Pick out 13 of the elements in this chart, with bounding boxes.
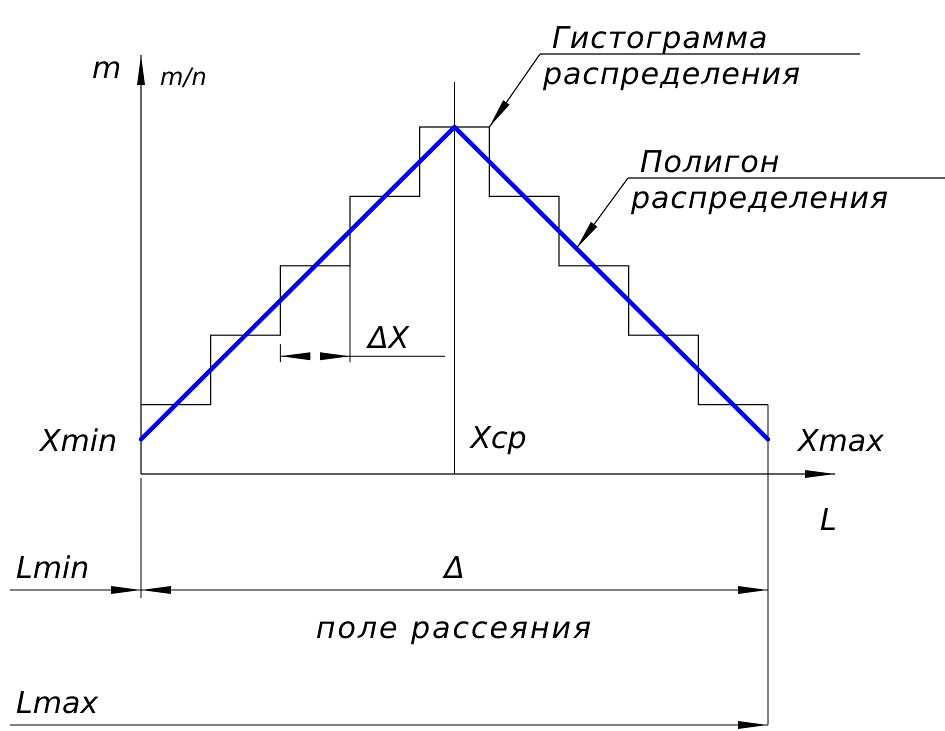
text: Lmin [16,551,90,586]
text: Xmin [38,424,118,459]
text: Xmax [796,424,884,459]
text: поле рассеяния [316,611,594,646]
text: Lmax [16,686,98,721]
annotation: ΔX [366,321,411,356]
text: m/n [160,63,207,91]
y-axis-title: m [92,51,122,86]
text: Гистограмма распределения [542,21,802,92]
annotation: Xср [468,421,527,456]
text: Δ [442,551,465,586]
annotation: Полигон распределения [630,145,890,216]
x-axis-title: L [820,503,837,538]
